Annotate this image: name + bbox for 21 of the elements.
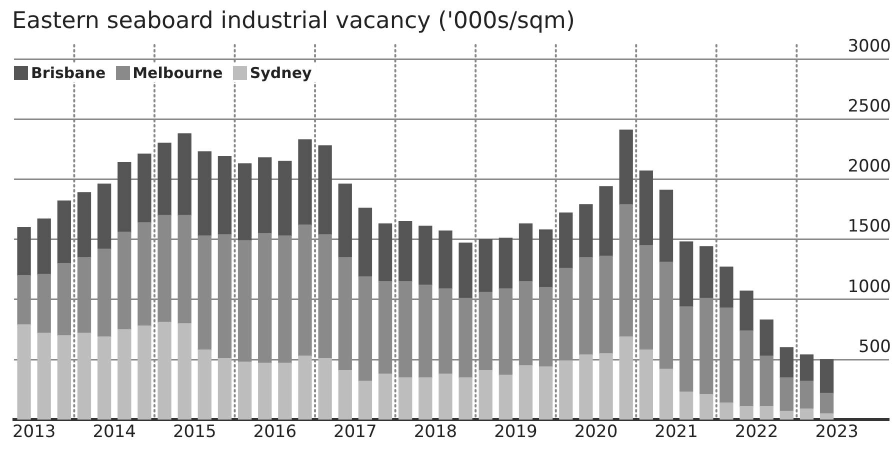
x-tick-label: 2013 <box>12 422 56 442</box>
x-tick-label: 2018 <box>414 422 458 442</box>
y-tick-label: 1500 <box>848 216 891 237</box>
y-tick-label: 2500 <box>848 96 891 117</box>
x-tick-label: 2017 <box>334 422 377 442</box>
x-tick-label: 2015 <box>172 422 216 442</box>
legend-label: Melbourne <box>132 64 223 82</box>
x-tick-label: 2022 <box>734 422 778 442</box>
y-tick-label: 3000 <box>848 36 891 56</box>
x-tick-label: 2019 <box>494 422 538 442</box>
legend-label: Sydney <box>248 64 312 82</box>
x-tick-label: 2023 <box>815 422 858 442</box>
y-tick-label: 1000 <box>848 276 891 297</box>
chart-title: Eastern seaboard industrial vacancy ('000s/sqm) <box>12 8 575 34</box>
x-tick-label: 2014 <box>92 422 136 442</box>
x-tick-label: 2021 <box>654 422 698 442</box>
x-tick-label: 2016 <box>253 422 297 442</box>
y-tick-label: 2000 <box>848 156 891 177</box>
y-tick-label: 500 <box>858 336 891 357</box>
legend-label: Brisbane <box>30 64 106 82</box>
x-tick-label: 2020 <box>574 422 618 442</box>
